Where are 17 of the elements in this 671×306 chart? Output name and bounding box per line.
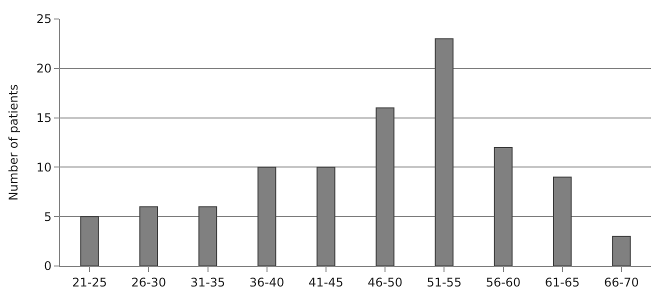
y-tick-label: 15 [36,111,52,125]
x-tick-label: 56-60 [486,275,521,290]
y-tick-label: 25 [36,12,52,26]
x-tick-label: 46-50 [368,275,402,290]
x-tick-label: 36-40 [249,275,284,290]
y-tick-label: 0 [44,259,52,274]
x-tick-label: 41-45 [308,275,344,290]
x-tick-label: 26-30 [131,275,166,290]
x-tick-label: 31-35 [190,275,226,290]
y-axis-title: Number of patients [6,84,21,201]
x-tick-label: 66-70 [604,275,639,290]
x-tick-label: 51-55 [426,275,462,290]
y-tick-label: 5 [44,210,52,224]
x-tick-label: 21-25 [72,275,107,290]
x-tick-label: 61-65 [544,275,580,290]
y-tick-label: 20 [36,62,52,76]
y-tick-label: 10 [36,160,52,174]
